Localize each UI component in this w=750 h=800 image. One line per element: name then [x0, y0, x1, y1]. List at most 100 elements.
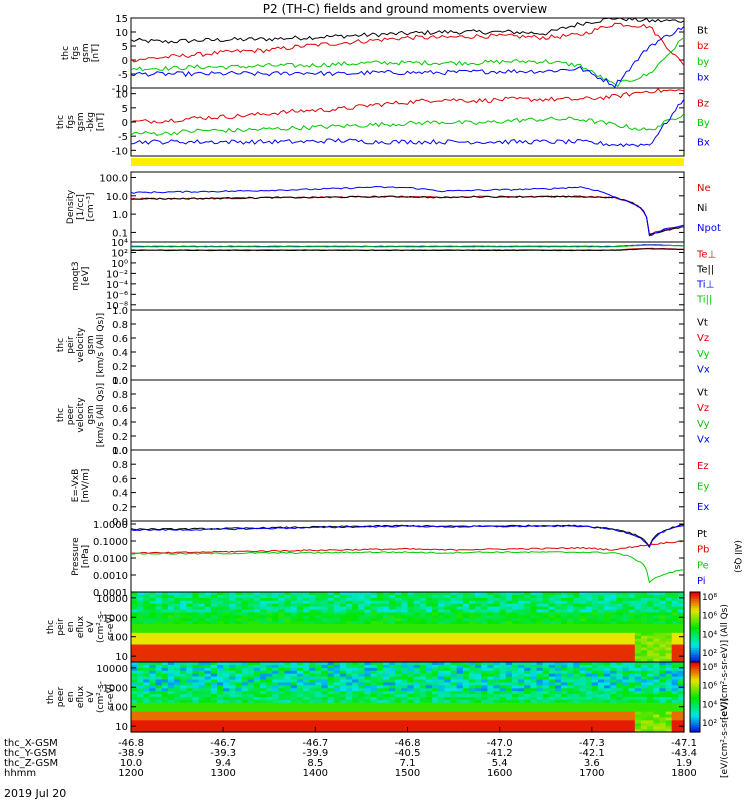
heatmap-cell [149, 688, 157, 692]
heatmap-cell [229, 673, 237, 678]
heatmap-cell [167, 594, 175, 599]
heatmap-cell [499, 682, 507, 686]
heatmap-cell [210, 641, 218, 646]
heatmap-cell [389, 638, 396, 643]
heatmap-cell [174, 720, 181, 724]
heatmap-cell [210, 592, 218, 596]
heatmap-cell [616, 615, 624, 619]
heatmap-cell [585, 729, 593, 733]
heatmap-cell [481, 659, 488, 663]
heatmap-cell [628, 627, 636, 631]
x-tick-label: 8.5 [307, 758, 323, 769]
heatmap-cell [634, 679, 642, 684]
panel-ylabel-line: [nPa] [81, 545, 91, 568]
colorbar-segment [690, 606, 700, 609]
heatmap-cell [223, 621, 230, 625]
heatmap-cell [137, 638, 144, 643]
heatmap-cell [272, 632, 280, 637]
heatmap-cell [634, 624, 642, 628]
heatmap-cell [536, 670, 544, 675]
heatmap-cell [444, 711, 452, 716]
date-label: 2019 Jul 20 [4, 787, 66, 800]
heatmap-cell [174, 717, 181, 721]
heatmap-cell [591, 711, 599, 716]
heatmap-cell [499, 635, 507, 640]
heatmap-cell [616, 606, 624, 611]
heatmap-cell [174, 597, 181, 602]
heatmap-cell [143, 597, 151, 602]
heatmap-cell [456, 618, 464, 622]
heatmap-cell [671, 662, 679, 666]
heatmap-cell [413, 676, 421, 681]
heatmap-cell [296, 699, 304, 704]
heatmap-cell [665, 673, 673, 678]
heatmap-cell [475, 699, 482, 704]
heatmap-cell [585, 609, 593, 614]
heatmap-cell [174, 592, 181, 596]
heatmap-cell [573, 594, 581, 599]
heatmap-cell [137, 641, 144, 646]
heatmap-cell [419, 682, 427, 686]
heatmap-cell [610, 618, 618, 622]
heatmap-cell [260, 679, 267, 684]
heatmap-cell [419, 597, 427, 602]
heatmap-cell [493, 720, 501, 724]
heatmap-cell [180, 627, 187, 631]
heatmap-cell [511, 679, 519, 684]
heatmap-cell [450, 688, 458, 692]
heatmap-cell [327, 638, 335, 643]
heatmap-cell [444, 597, 452, 602]
heatmap-cell [456, 644, 464, 649]
heatmap-cell [665, 679, 673, 684]
series-Ni [131, 195, 684, 236]
heatmap-cell [229, 612, 237, 616]
heatmap-cell [315, 720, 323, 724]
heatmap-cell [284, 606, 292, 611]
heatmap-cell [204, 632, 212, 637]
heatmap-cell [315, 682, 323, 686]
heatmap-cell [192, 662, 200, 666]
heatmap-cell [548, 682, 556, 686]
heatmap-cell [333, 615, 341, 619]
heatmap-cell [542, 638, 550, 643]
heatmap-cell [303, 673, 310, 678]
heatmap-cell [444, 618, 452, 622]
heatmap-cell [573, 720, 581, 724]
heatmap-cell [634, 702, 642, 707]
heatmap-cell [247, 592, 255, 596]
heatmap-cell [131, 717, 138, 721]
heatmap-cell [677, 711, 685, 716]
heatmap-cell [346, 711, 353, 716]
heatmap-cell [167, 711, 175, 716]
colorbar-segment [690, 645, 700, 649]
heatmap-cell [382, 638, 390, 643]
colorbar-segment [690, 706, 700, 710]
heatmap-cell [425, 679, 433, 684]
heatmap-cell [554, 653, 562, 657]
heatmap-cell [321, 702, 329, 707]
heatmap-cell [505, 612, 513, 616]
heatmap-cell [376, 682, 384, 686]
heatmap-cell [530, 729, 538, 733]
heatmap-cell [303, 647, 310, 651]
heatmap-cell [303, 641, 310, 646]
heatmap-cell [333, 702, 341, 707]
heatmap-cell [192, 638, 200, 643]
heatmap-cell [192, 670, 200, 675]
heatmap-cell [475, 702, 482, 707]
heatmap-cell [333, 612, 341, 616]
heatmap-cell [518, 694, 525, 698]
heatmap-cell [573, 702, 581, 707]
heatmap-cell [186, 682, 194, 686]
heatmap-cell [640, 600, 648, 605]
legend-Vz: Vz [697, 403, 709, 414]
heatmap-cell [659, 618, 667, 622]
heatmap-cell [376, 699, 384, 704]
heatmap-cell [364, 723, 372, 727]
legend-Ti: Ti|| [696, 295, 712, 306]
heatmap-cell [413, 606, 421, 611]
heatmap-cell [597, 723, 605, 727]
heatmap-cell [524, 673, 531, 678]
heatmap-cell [167, 714, 175, 719]
heatmap-cell [278, 720, 286, 724]
